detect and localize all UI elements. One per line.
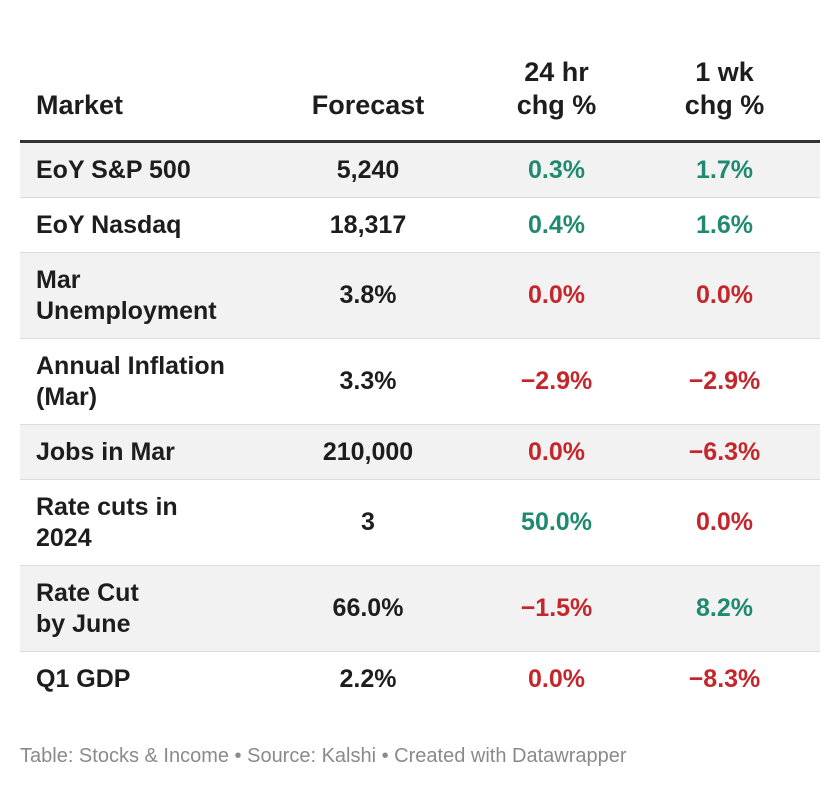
cell-24hr-chg: 0.3%	[484, 141, 629, 198]
cell-market: Mar Unemployment	[20, 252, 252, 339]
table-footer-credit: Table: Stocks & Income • Source: Kalshi …	[20, 745, 627, 767]
cell-1wk-chg: 1.6%	[629, 197, 820, 253]
cell-forecast: 3.8%	[252, 252, 484, 339]
cell-market-line: Jobs in Mar	[36, 437, 175, 466]
cell-24hr-chg: 0.0%	[484, 252, 629, 339]
cell-market-line: by June	[36, 609, 131, 638]
cell-1wk-chg: −2.9%	[629, 338, 820, 425]
column-header-24hr-line2: chg %	[516, 90, 597, 120]
cell-market-line: Mar	[36, 265, 81, 294]
forecast-table: Market Forecast 24 hr chg % 1 wk chg % E…	[20, 0, 820, 706]
cell-1wk-chg: 8.2%	[629, 565, 820, 652]
column-header-24hr-line1: 24 hr	[524, 57, 589, 87]
cell-market: Q1 GDP	[20, 652, 252, 707]
cell-market-line: 2024	[36, 523, 92, 552]
column-header-1wk-chg[interactable]: 1 wk chg %	[629, 0, 820, 143]
cell-forecast: 18,317	[252, 197, 484, 253]
table-row: Mar Unemployment 3.8% 0.0% 0.0%	[20, 252, 820, 339]
cell-market-line: Rate Cut	[36, 578, 139, 607]
cell-market: Jobs in Mar	[20, 424, 252, 480]
table-header-row: Market Forecast 24 hr chg % 1 wk chg %	[20, 0, 820, 143]
cell-24hr-chg: 50.0%	[484, 479, 629, 566]
cell-market-line: Rate cuts in	[36, 492, 178, 521]
table-row: Annual Inflation (Mar) 3.3% −2.9% −2.9%	[20, 338, 820, 425]
table-row: Rate cuts in 2024 3 50.0% 0.0%	[20, 479, 820, 566]
column-header-24hr-chg[interactable]: 24 hr chg %	[484, 0, 629, 143]
cell-24hr-chg: 0.4%	[484, 197, 629, 253]
table-row: EoY Nasdaq 18,317 0.4% 1.6%	[20, 197, 820, 253]
table-row: Jobs in Mar 210,000 0.0% −6.3%	[20, 424, 820, 480]
cell-market-line: (Mar)	[36, 382, 98, 411]
cell-market: Rate cuts in 2024	[20, 479, 252, 566]
cell-1wk-chg: 0.0%	[629, 252, 820, 339]
column-header-market[interactable]: Market	[20, 0, 252, 143]
cell-24hr-chg: −1.5%	[484, 565, 629, 652]
cell-forecast: 3	[252, 479, 484, 566]
cell-market: Annual Inflation (Mar)	[20, 338, 252, 425]
table-row: Rate Cut by June 66.0% −1.5% 8.2%	[20, 565, 820, 652]
cell-market-line: Unemployment	[36, 296, 217, 325]
column-header-market-label: Market	[36, 90, 124, 120]
table-row: Q1 GDP 2.2% 0.0% −8.3%	[20, 652, 820, 707]
cell-forecast: 66.0%	[252, 565, 484, 652]
cell-24hr-chg: 0.0%	[484, 424, 629, 480]
cell-forecast: 2.2%	[339, 664, 397, 693]
cell-1wk-chg: −6.3%	[629, 424, 820, 480]
cell-forecast: 5,240	[252, 141, 484, 198]
cell-market-line: EoY S&P 500	[36, 155, 191, 184]
cell-24hr-chg: −2.9%	[484, 338, 629, 425]
cell-market: EoY Nasdaq	[20, 197, 252, 253]
cell-market-line: Annual Inflation	[36, 351, 225, 380]
cell-forecast: 210,000	[252, 424, 484, 480]
table-row: EoY S&P 500 5,240 0.3% 1.7%	[20, 141, 820, 198]
cell-1wk-chg: 0.0%	[629, 479, 820, 566]
column-header-forecast[interactable]: Forecast	[252, 0, 484, 143]
table-container: Market Forecast 24 hr chg % 1 wk chg % E…	[20, 0, 820, 706]
column-header-1wk-line1: 1 wk	[695, 57, 754, 87]
table-body: EoY S&P 500 5,240 0.3% 1.7% EoY Nasdaq 18,317…	[20, 141, 820, 707]
cell-1wk-chg: 1.7%	[629, 141, 820, 198]
cell-market: EoY S&P 500	[20, 141, 252, 198]
cell-forecast: 3.3%	[252, 338, 484, 425]
column-header-forecast-label: Forecast	[311, 90, 425, 120]
cell-1wk-chg: −8.3%	[688, 664, 761, 693]
cell-market-line: EoY Nasdaq	[36, 210, 182, 239]
cell-market-line: Q1 GDP	[36, 664, 131, 693]
cell-24hr-chg: 0.0%	[528, 664, 585, 693]
cell-market: Rate Cut by June	[20, 565, 252, 652]
column-header-1wk-line2: chg %	[684, 90, 765, 120]
